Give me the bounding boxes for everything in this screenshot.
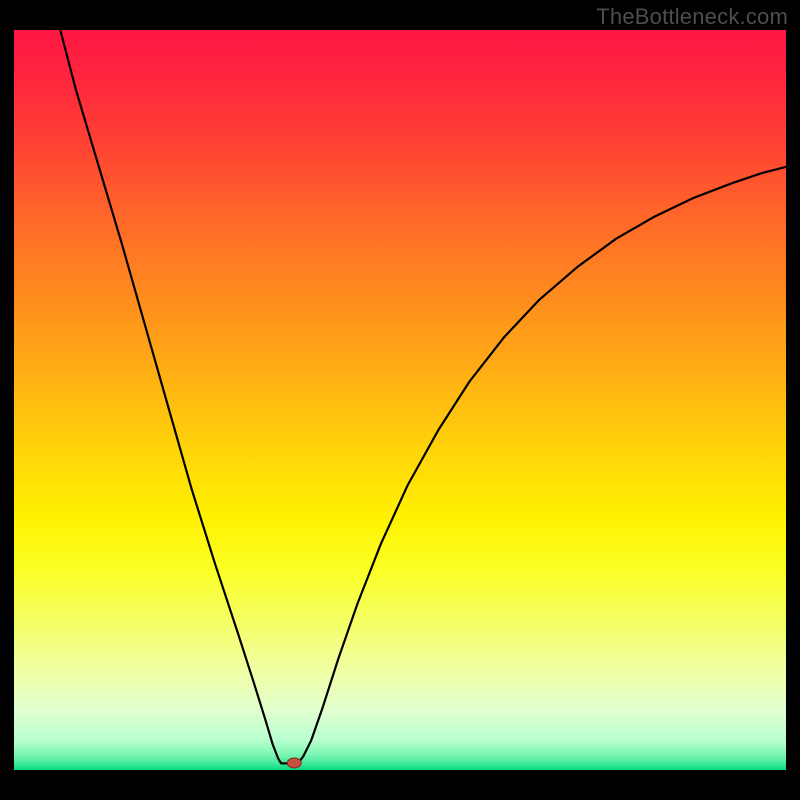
watermark-label: TheBottleneck.com <box>596 4 788 30</box>
optimal-point-marker <box>287 758 301 768</box>
chart-frame: TheBottleneck.com <box>0 0 800 800</box>
plot-svg <box>14 30 786 770</box>
plot-background <box>14 30 786 770</box>
plot-area <box>14 30 786 770</box>
